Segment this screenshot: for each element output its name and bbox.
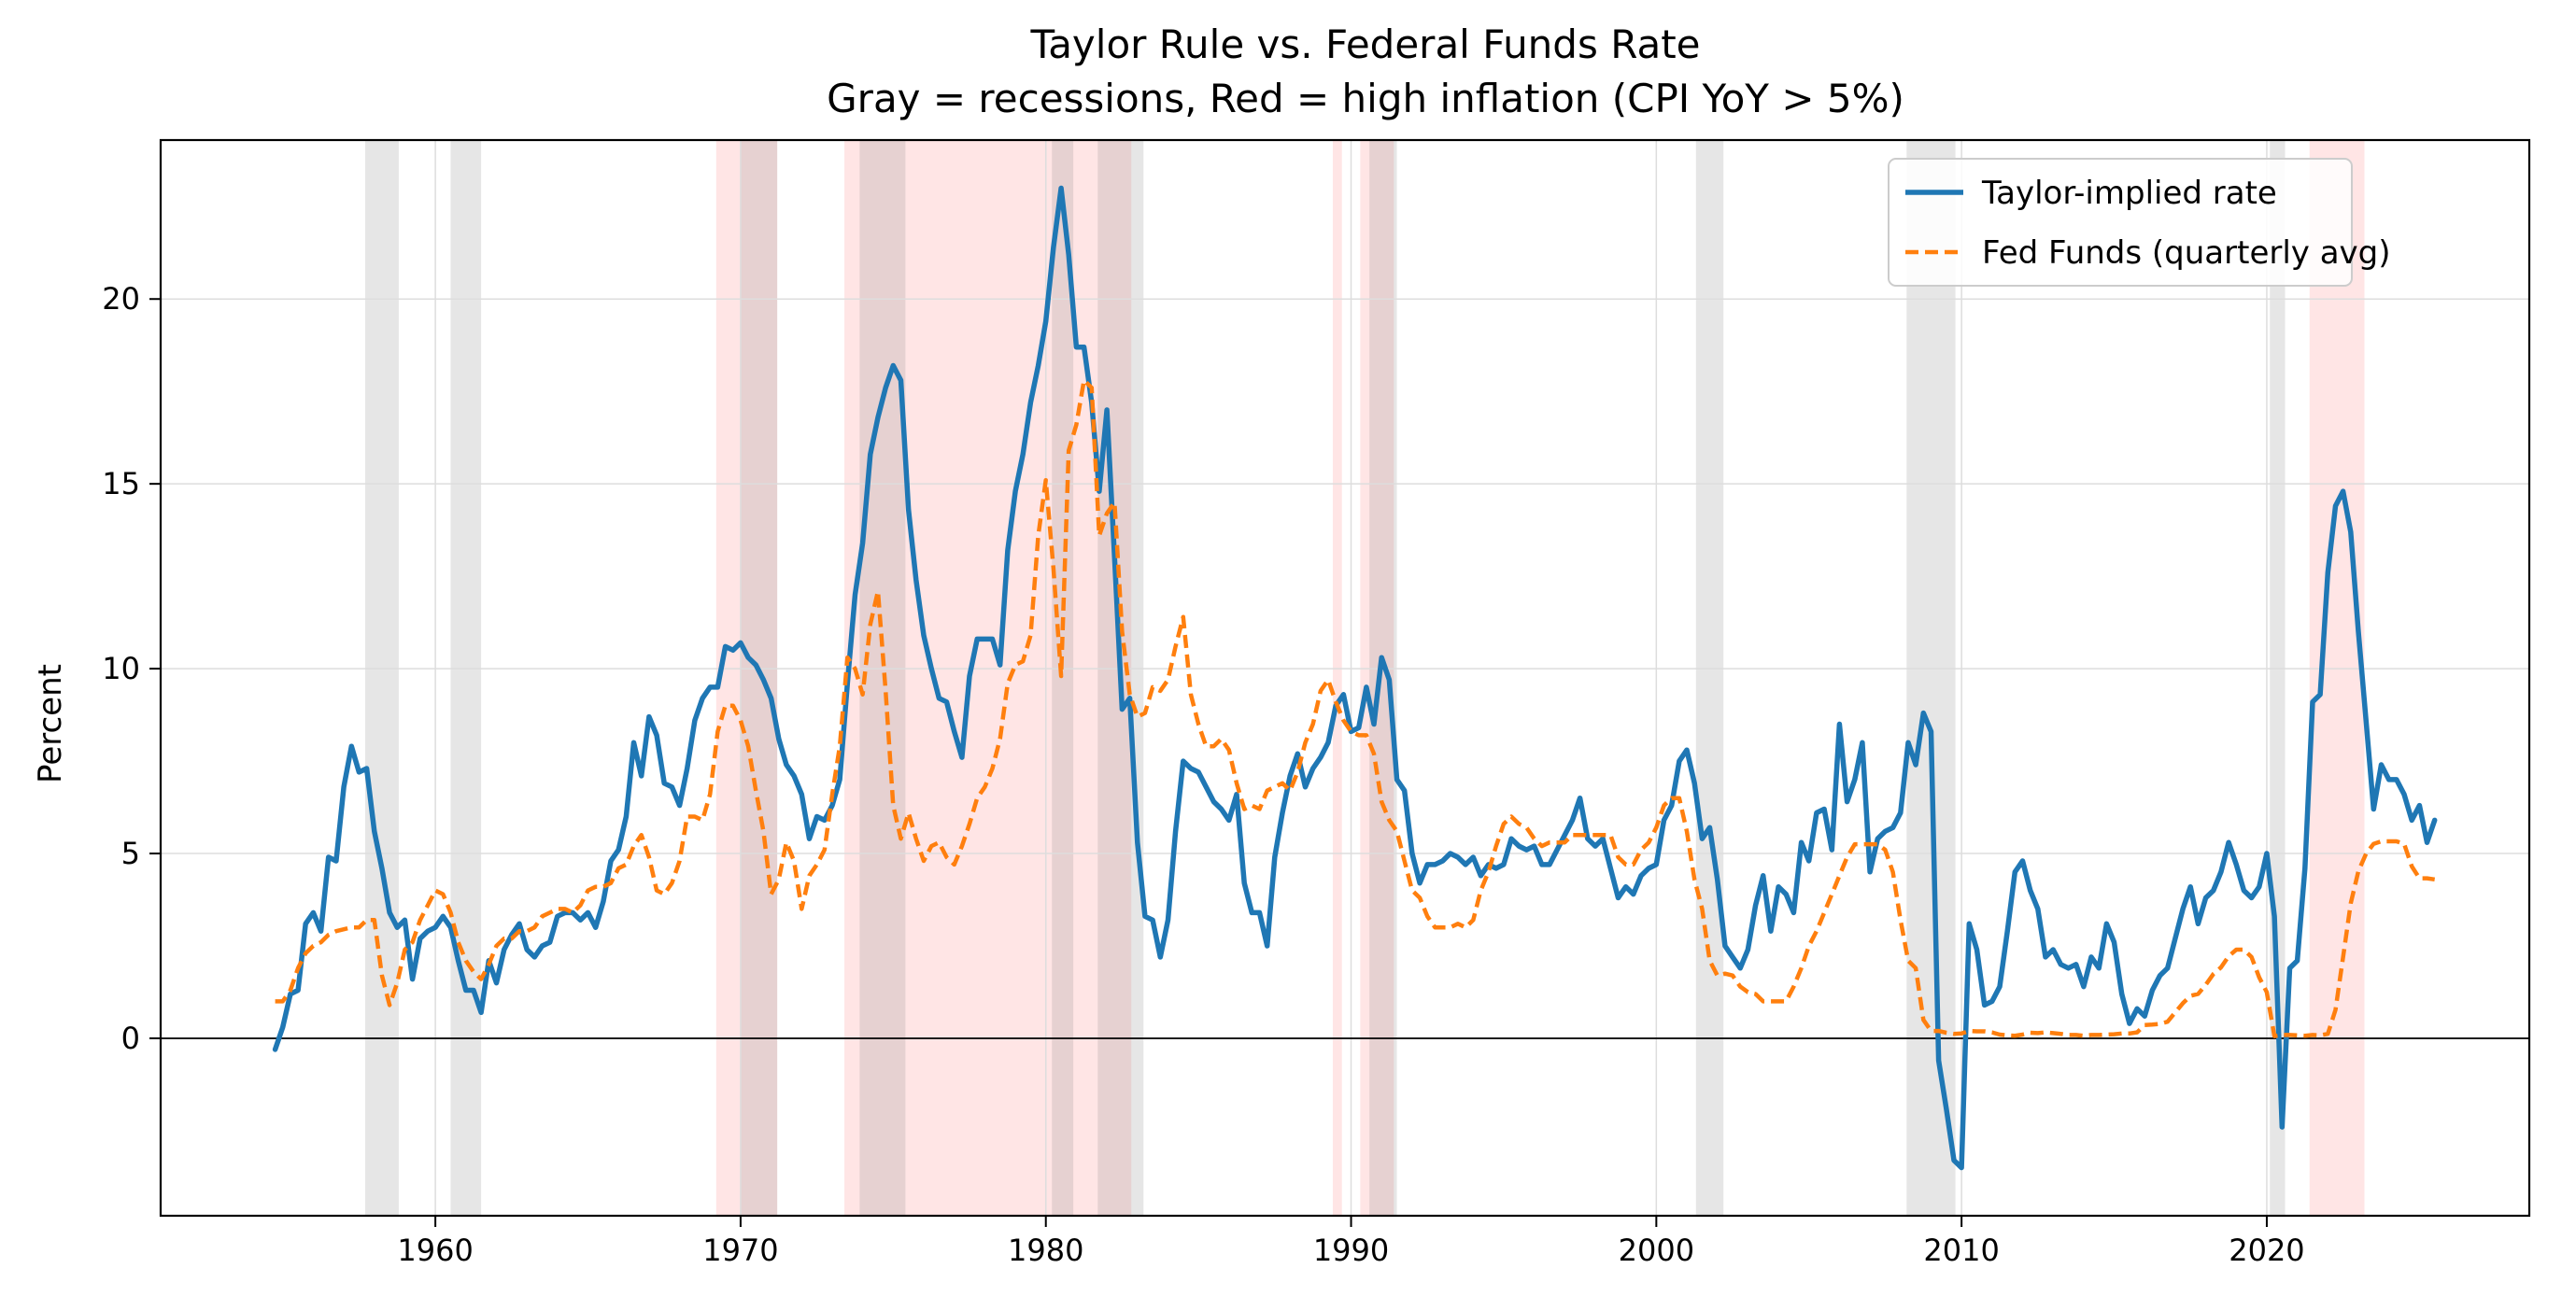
y-axis-label: Percent: [32, 664, 69, 783]
legend-label-fedfunds: Fed Funds (quarterly avg): [1982, 234, 2391, 272]
high-inflation-band-2: [1332, 140, 1342, 1216]
recession-band-2: [740, 140, 778, 1216]
y-tick-label-0: 0: [121, 1021, 140, 1056]
recession-band-6: [1369, 140, 1397, 1216]
x-tick-label-2: 1980: [1008, 1233, 1083, 1268]
y-axis-ticks: 0 5 10 15 20: [102, 281, 161, 1056]
y-tick-label-4: 20: [102, 281, 140, 317]
y-tick-label-1: 5: [121, 836, 140, 871]
fed-funds-line: [275, 378, 2436, 1038]
chart-title: Taylor Rule vs. Federal Funds Rate: [1029, 21, 1700, 67]
y-tick-label-3: 15: [102, 466, 140, 501]
recession-band-7: [1695, 140, 1724, 1216]
legend-box: [1888, 158, 2353, 287]
plot-frame: [159, 138, 2531, 1218]
series-layer: [272, 185, 2438, 1171]
recession-band-0: [364, 140, 399, 1216]
shaded-bands: [364, 140, 2365, 1216]
high-inflation-band-1: [844, 140, 1132, 1216]
recession-band-4: [1052, 140, 1074, 1216]
x-tick-label-0: 1960: [397, 1233, 473, 1268]
y-tick-label-2: 10: [102, 651, 140, 686]
x-tick-label-6: 2020: [2229, 1233, 2304, 1268]
high-inflation-band-0: [715, 140, 778, 1216]
x-tick-label-5: 2010: [1923, 1233, 1999, 1268]
taylor-implied-rate-line: [272, 185, 2438, 1171]
recession-band-8: [1906, 140, 1956, 1216]
x-tick-label-3: 1990: [1313, 1233, 1389, 1268]
x-tick-label-4: 2000: [1619, 1233, 1694, 1268]
high-inflation-band-4: [2309, 140, 2365, 1216]
x-tick-label-1: 1970: [702, 1233, 778, 1268]
chart-subtitle: Gray = recessions, Red = high inflation …: [827, 76, 1904, 121]
legend: Taylor-implied rate Fed Funds (quarterly…: [1888, 158, 2391, 287]
x-axis-ticks: 1960 1970 1980 1990 2000 2010 2020: [397, 1216, 2305, 1268]
legend-label-taylor: Taylor-implied rate: [1981, 175, 2277, 212]
recession-band-1: [450, 140, 482, 1216]
